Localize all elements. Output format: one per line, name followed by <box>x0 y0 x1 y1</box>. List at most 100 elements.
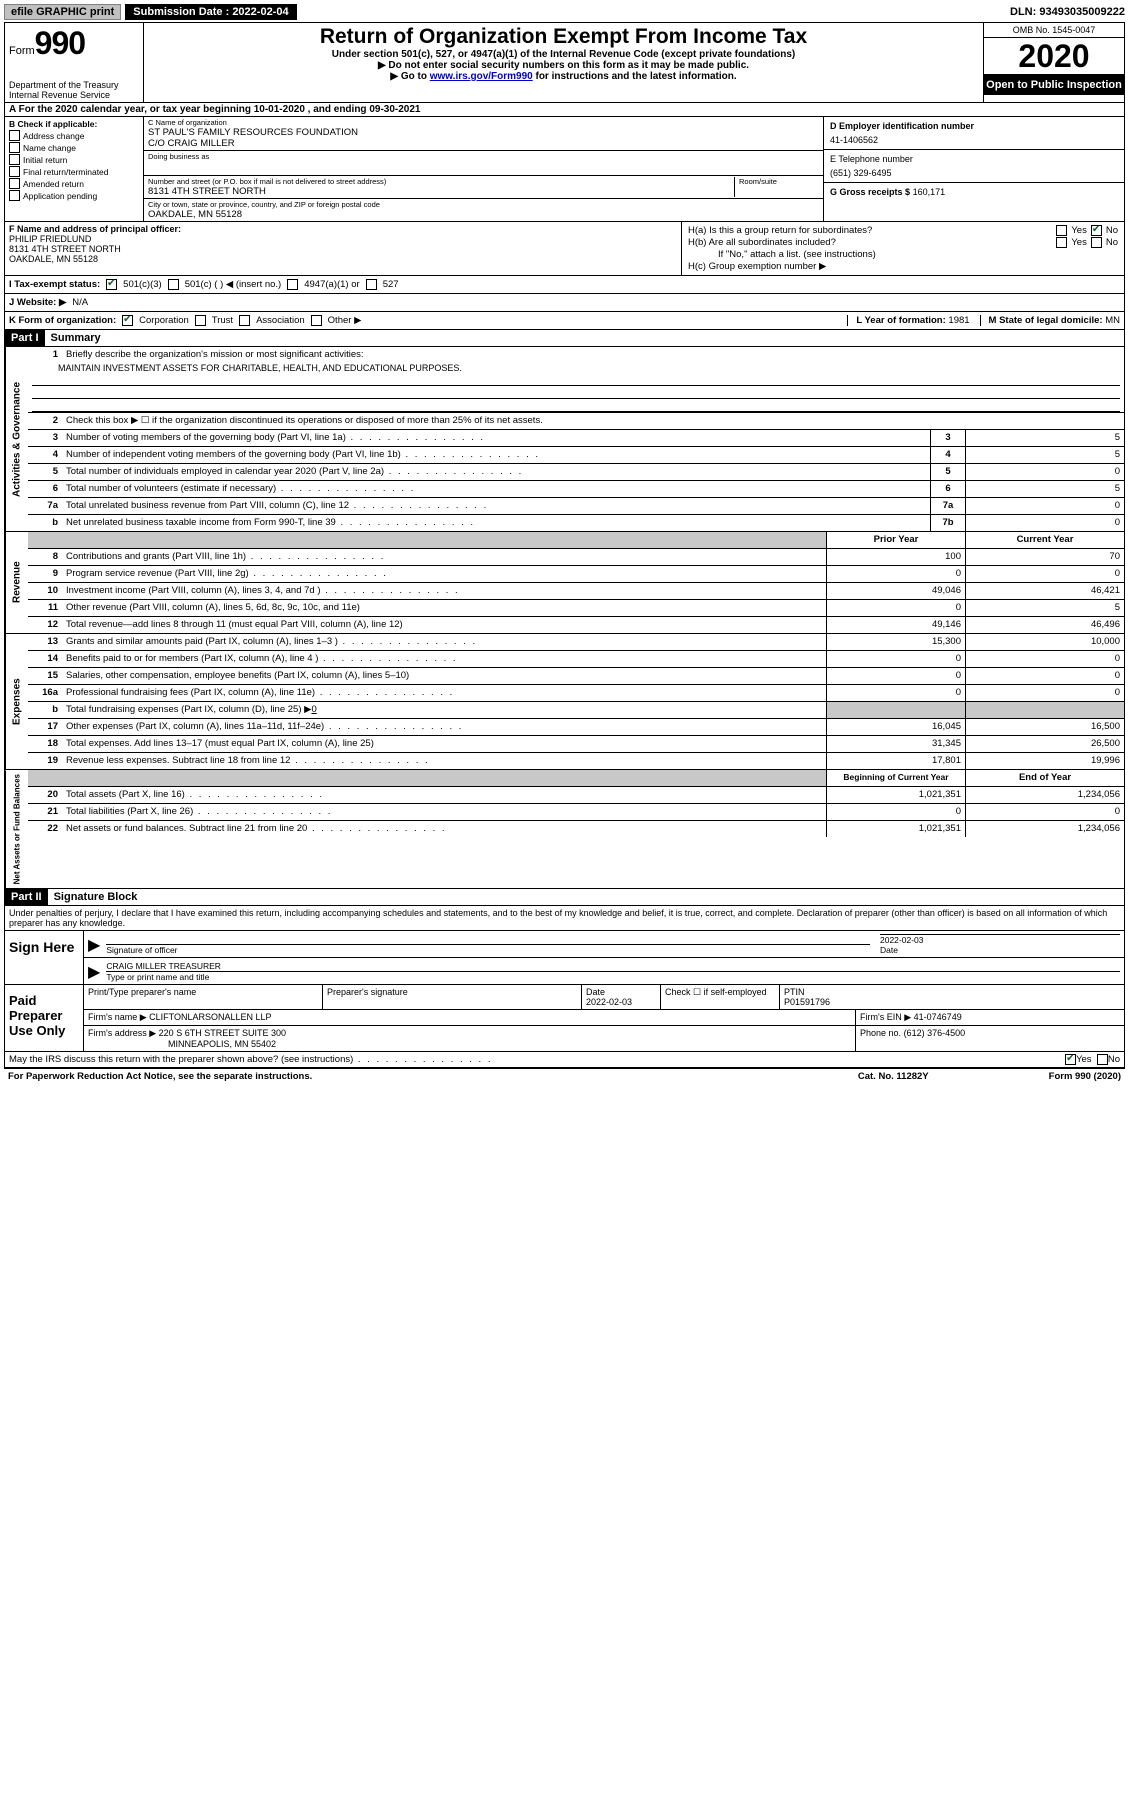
street-address: 8131 4TH STREET NORTH <box>148 186 730 197</box>
ptin-label: PTIN <box>784 987 1120 997</box>
cb-trust[interactable] <box>195 315 206 326</box>
lbl-corp: Corporation <box>139 315 189 326</box>
cb-final[interactable] <box>9 166 20 177</box>
line2-desc: Check this box ▶ ☐ if the organization d… <box>62 413 1124 429</box>
c-label: C Name of organization <box>148 118 819 127</box>
f-label: F Name and address of principal officer: <box>9 224 181 234</box>
cb-501c[interactable] <box>168 279 179 290</box>
governance-section: Activities & Governance 1Briefly describ… <box>5 347 1124 532</box>
line10-current: 46,421 <box>965 583 1124 599</box>
firm-phone-label: Phone no. <box>860 1028 901 1038</box>
tax-year: 2020 <box>984 38 1124 75</box>
dln: DLN: 93493035009222 <box>1010 6 1125 18</box>
line6-val: 5 <box>965 481 1124 497</box>
line7a-val: 0 <box>965 498 1124 514</box>
firm-ein-label: Firm's EIN ▶ <box>860 1012 911 1022</box>
lbl-assoc: Association <box>256 315 305 326</box>
cb-assoc[interactable] <box>239 315 250 326</box>
cb-ha-yes[interactable] <box>1056 225 1067 236</box>
line11-current: 5 <box>965 600 1124 616</box>
line8-prior: 100 <box>826 549 965 565</box>
line3-desc: Number of voting members of the governin… <box>62 430 930 446</box>
sign-here-section: Sign Here ▶ Signature of officer 2022-02… <box>5 931 1124 985</box>
line14-desc: Benefits paid to or for members (Part IX… <box>62 651 826 667</box>
line18-prior: 31,345 <box>826 736 965 752</box>
cb-amended[interactable] <box>9 178 20 189</box>
form-label: Form <box>9 45 35 57</box>
form-subtitle: Under section 501(c), 527, or 4947(a)(1)… <box>148 49 979 60</box>
l-label: L Year of formation: <box>856 315 945 326</box>
cb-discuss-yes[interactable] <box>1065 1054 1076 1065</box>
line8-current: 70 <box>965 549 1124 565</box>
tax-period: A For the 2020 calendar year, or tax yea… <box>5 103 1124 117</box>
line15-prior: 0 <box>826 668 965 684</box>
cb-application[interactable] <box>9 190 20 201</box>
line21-desc: Total liabilities (Part X, line 26) <box>62 804 826 820</box>
irs-link[interactable]: www.irs.gov/Form990 <box>430 71 533 82</box>
part2-title: Signature Block <box>48 891 138 903</box>
cb-discuss-no[interactable] <box>1097 1054 1108 1065</box>
line8-desc: Contributions and grants (Part VIII, lin… <box>62 549 826 565</box>
line5-val: 0 <box>965 464 1124 480</box>
line13-prior: 15,300 <box>826 634 965 650</box>
line17-desc: Other expenses (Part IX, column (A), lin… <box>62 719 826 735</box>
k-label: K Form of organization: <box>9 315 116 326</box>
officer-addr1: 8131 4TH STREET NORTH <box>9 244 121 254</box>
line18-current: 26,500 <box>965 736 1124 752</box>
ptin: P01591796 <box>784 997 1120 1007</box>
gross-receipts: 160,171 <box>913 187 946 197</box>
j-label: J Website: ▶ <box>9 297 66 308</box>
arrow-icon: ▶ <box>88 935 100 955</box>
hb-label: H(b) Are all subordinates included? <box>688 237 1052 248</box>
cb-address-change[interactable] <box>9 130 20 141</box>
paid-preparer-label: Paid Preparer Use Only <box>5 985 84 1051</box>
part1-title: Summary <box>45 332 101 344</box>
cb-other[interactable] <box>311 315 322 326</box>
lbl-yes2: Yes <box>1071 237 1087 248</box>
line7b-val: 0 <box>965 515 1124 531</box>
lbl-amended: Amended return <box>23 179 84 189</box>
m-label: M State of legal domicile: <box>989 315 1103 326</box>
omb-number: OMB No. 1545-0047 <box>984 23 1124 38</box>
paperwork-notice: For Paperwork Reduction Act Notice, see … <box>8 1071 858 1082</box>
form-title: Return of Organization Exempt From Incom… <box>148 25 979 49</box>
org-form-row: K Form of organization: Corporation Trus… <box>5 312 1124 330</box>
officer-addr2: OAKDALE, MN 55128 <box>9 254 98 264</box>
perjury-statement: Under penalties of perjury, I declare th… <box>5 906 1124 931</box>
line21-end: 0 <box>965 804 1124 820</box>
line16a-desc: Professional fundraising fees (Part IX, … <box>62 685 826 701</box>
revenue-section: Revenue Prior YearCurrent Year 8Contribu… <box>5 532 1124 634</box>
cb-501c3[interactable] <box>106 279 117 290</box>
lbl-501c: 501(c) ( ) ◀ (insert no.) <box>185 279 282 290</box>
line12-desc: Total revenue—add lines 8 through 11 (mu… <box>62 617 826 633</box>
cb-hb-no[interactable] <box>1091 237 1102 248</box>
lbl-yes: Yes <box>1071 225 1087 236</box>
part1-badge: Part I <box>5 330 45 346</box>
instr-post: for instructions and the latest informat… <box>533 71 737 82</box>
year-formation: 1981 <box>948 315 969 326</box>
efile-button[interactable]: efile GRAPHIC print <box>4 4 121 20</box>
cb-527[interactable] <box>366 279 377 290</box>
sig-date: 2022-02-03 <box>880 935 1120 945</box>
line13-current: 10,000 <box>965 634 1124 650</box>
line22-end: 1,234,056 <box>965 821 1124 837</box>
principal-officer: F Name and address of principal officer:… <box>5 222 682 275</box>
cb-ha-no[interactable] <box>1091 225 1102 236</box>
dept-treasury: Department of the TreasuryInternal Reven… <box>9 80 139 100</box>
line19-desc: Revenue less expenses. Subtract line 18 … <box>62 753 826 769</box>
discuss-row: May the IRS discuss this return with the… <box>5 1052 1124 1068</box>
line20-begin: 1,021,351 <box>826 787 965 803</box>
header-center: Return of Organization Exempt From Incom… <box>144 23 983 102</box>
org-name: ST PAUL'S FAMILY RESOURCES FOUNDATION <box>148 127 819 138</box>
line15-current: 0 <box>965 668 1124 684</box>
lbl-527: 527 <box>383 279 399 290</box>
line19-current: 19,996 <box>965 753 1124 769</box>
cb-initial[interactable] <box>9 154 20 165</box>
cb-4947[interactable] <box>287 279 298 290</box>
cb-hb-yes[interactable] <box>1056 237 1067 248</box>
cb-corp[interactable] <box>122 315 133 326</box>
lbl-yes3: Yes <box>1076 1054 1092 1065</box>
prep-date: 2022-02-03 <box>586 997 656 1007</box>
cb-name-change[interactable] <box>9 142 20 153</box>
lbl-final: Final return/terminated <box>23 167 109 177</box>
